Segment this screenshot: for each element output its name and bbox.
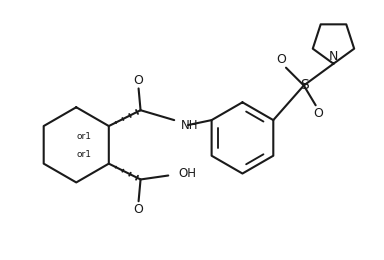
- Text: O: O: [134, 203, 144, 216]
- Text: O: O: [276, 53, 286, 66]
- Text: NH: NH: [181, 119, 199, 132]
- Text: or1: or1: [77, 150, 92, 159]
- Text: OH: OH: [178, 167, 196, 180]
- Text: O: O: [314, 107, 324, 120]
- Text: N: N: [329, 50, 338, 63]
- Text: O: O: [134, 74, 144, 87]
- Text: S: S: [300, 79, 309, 93]
- Text: or1: or1: [77, 132, 92, 141]
